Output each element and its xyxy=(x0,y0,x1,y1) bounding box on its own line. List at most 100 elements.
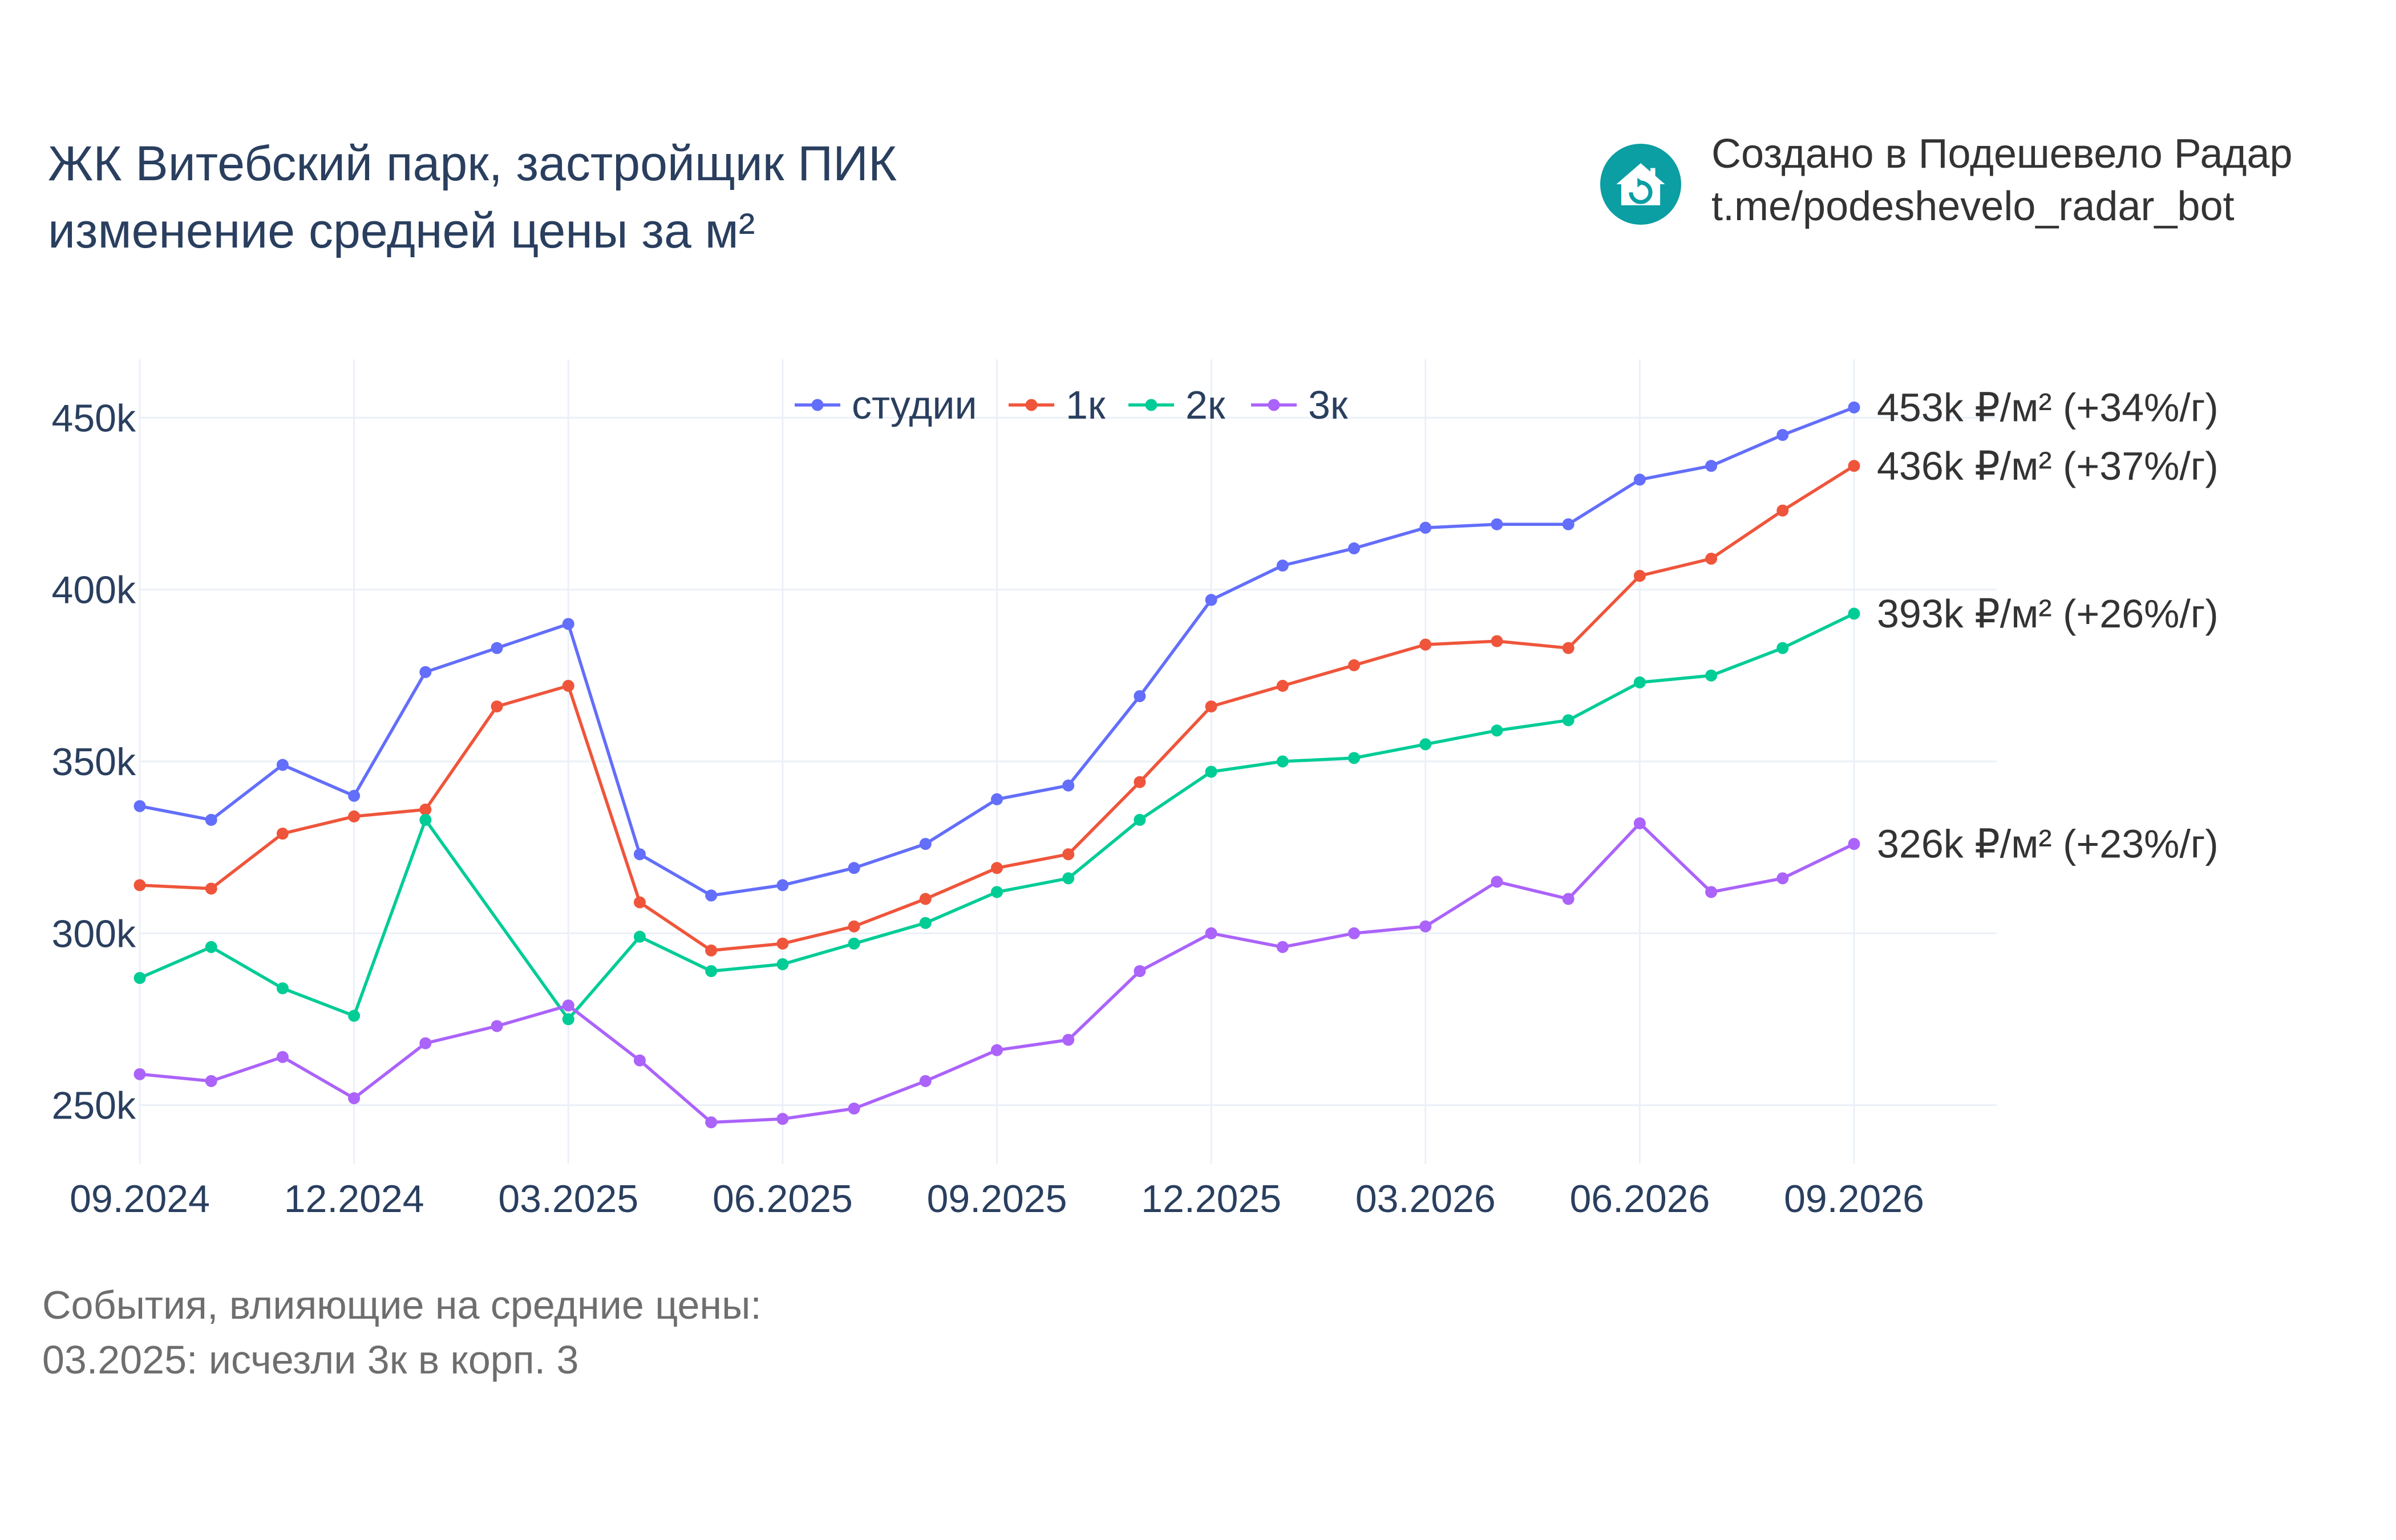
data-point xyxy=(348,1010,361,1022)
data-point xyxy=(1419,920,1432,933)
data-point xyxy=(133,800,146,812)
data-point xyxy=(276,759,289,771)
data-point xyxy=(133,1068,146,1080)
x-tick-label: 06.2026 xyxy=(1569,1177,1710,1221)
data-point xyxy=(1848,460,1860,472)
chart-legend: студии 1к 2к 3к xyxy=(795,383,1348,427)
data-point xyxy=(1348,752,1361,764)
data-point xyxy=(1848,401,1860,414)
data-point xyxy=(633,1054,646,1067)
data-point xyxy=(1062,872,1075,885)
data-point xyxy=(1633,817,1646,829)
series-end-label: 326k ₽/м² (+23%/г) xyxy=(1877,822,2219,866)
data-point xyxy=(1848,838,1860,850)
data-point xyxy=(1276,755,1289,768)
events-note: События, влияющие на средние цены: 03.20… xyxy=(42,1278,762,1387)
data-point xyxy=(705,965,718,978)
data-point xyxy=(991,862,1003,874)
legend-marker xyxy=(811,399,824,411)
data-point xyxy=(848,1103,860,1115)
data-point xyxy=(205,813,217,826)
x-tick-label: 09.2025 xyxy=(927,1177,1067,1221)
data-point xyxy=(848,937,860,950)
data-point xyxy=(991,1044,1003,1056)
data-point xyxy=(1205,594,1217,606)
data-point xyxy=(1705,460,1718,472)
legend-marker xyxy=(1145,399,1157,411)
x-axis-tick-labels: 09.2024 12.2024 03.2025 06.2025 09.2025 12.20… xyxy=(70,1177,1924,1221)
legend-item: 1к xyxy=(1009,383,1106,427)
y-tick-label: 300k xyxy=(52,912,136,955)
legend-label: 3к xyxy=(1308,383,1348,427)
data-point xyxy=(1776,429,1789,441)
data-point xyxy=(419,813,432,826)
data-point xyxy=(1348,659,1361,671)
series-end-label: 436k ₽/м² (+37%/г) xyxy=(1877,444,2219,488)
data-point xyxy=(491,642,503,654)
data-point xyxy=(919,917,932,929)
data-point xyxy=(705,1116,718,1129)
legend-label: студии xyxy=(852,383,977,427)
data-point xyxy=(205,1075,217,1087)
data-point xyxy=(205,941,217,953)
data-point xyxy=(1348,542,1361,554)
x-tick-label: 03.2025 xyxy=(498,1177,638,1221)
data-point xyxy=(133,879,146,891)
data-point xyxy=(1419,738,1432,751)
data-point xyxy=(919,838,932,850)
x-tick-label: 09.2024 xyxy=(70,1177,210,1221)
data-point xyxy=(562,1013,574,1026)
data-point xyxy=(1705,886,1718,898)
data-point xyxy=(1633,570,1646,582)
legend-label: 1к xyxy=(1066,383,1106,427)
data-point xyxy=(1134,813,1146,826)
series-end-labels: 453k ₽/м² (+34%/г) 436k ₽/м² (+37%/г) 393k… xyxy=(1877,385,2219,866)
series-end-label: 453k ₽/м² (+34%/г) xyxy=(1877,385,2219,429)
series-line-2к xyxy=(139,612,1855,1021)
brand-text: Создано в Подешевело Радар t.me/podeshev… xyxy=(1711,128,2293,233)
legend-item: 3к xyxy=(1251,383,1348,427)
data-point xyxy=(919,1075,932,1087)
chart-title-line1: ЖК Витебский парк, застройщик ПИК xyxy=(48,136,897,191)
data-point xyxy=(276,1051,289,1063)
x-tick-label: 12.2025 xyxy=(1141,1177,1281,1221)
legend-marker xyxy=(1268,399,1280,411)
data-point xyxy=(1776,642,1789,654)
data-point xyxy=(1134,965,1146,978)
data-point xyxy=(1491,876,1503,888)
data-point xyxy=(633,896,646,909)
x-tick-label: 09.2026 xyxy=(1784,1177,1924,1221)
data-point xyxy=(991,886,1003,898)
data-point xyxy=(776,958,789,971)
data-point xyxy=(205,882,217,895)
y-tick-label: 250k xyxy=(52,1084,136,1128)
data-point xyxy=(1776,872,1789,885)
data-point xyxy=(1205,700,1217,713)
brand-line1: Создано в Подешевело Радар xyxy=(1711,131,2293,177)
legend-item: 2к xyxy=(1128,383,1225,427)
brand-link[interactable]: t.me/podeshevelo_radar_bot xyxy=(1711,184,2235,229)
data-point xyxy=(419,1037,432,1049)
data-point xyxy=(1276,560,1289,572)
data-point xyxy=(1348,927,1361,939)
chart-gridlines xyxy=(139,359,1997,1164)
data-point xyxy=(1705,669,1718,682)
data-point xyxy=(1134,776,1146,788)
y-tick-label: 450k xyxy=(52,396,136,440)
x-tick-label: 03.2026 xyxy=(1355,1177,1496,1221)
data-point xyxy=(1205,927,1217,939)
chart-title: ЖК Витебский парк, застройщик ПИК измене… xyxy=(48,130,897,265)
data-point xyxy=(991,793,1003,805)
data-point xyxy=(562,618,574,630)
data-point xyxy=(419,803,432,816)
data-point xyxy=(348,810,361,822)
data-point xyxy=(1705,552,1718,565)
data-point xyxy=(1134,690,1146,703)
chart-title-line2: изменение средней цены за м² xyxy=(48,204,755,258)
data-point xyxy=(1562,518,1575,530)
data-point xyxy=(1562,893,1575,905)
data-point xyxy=(1562,642,1575,654)
data-point xyxy=(1848,607,1860,620)
x-tick-label: 12.2024 xyxy=(284,1177,424,1221)
data-point xyxy=(776,937,789,950)
